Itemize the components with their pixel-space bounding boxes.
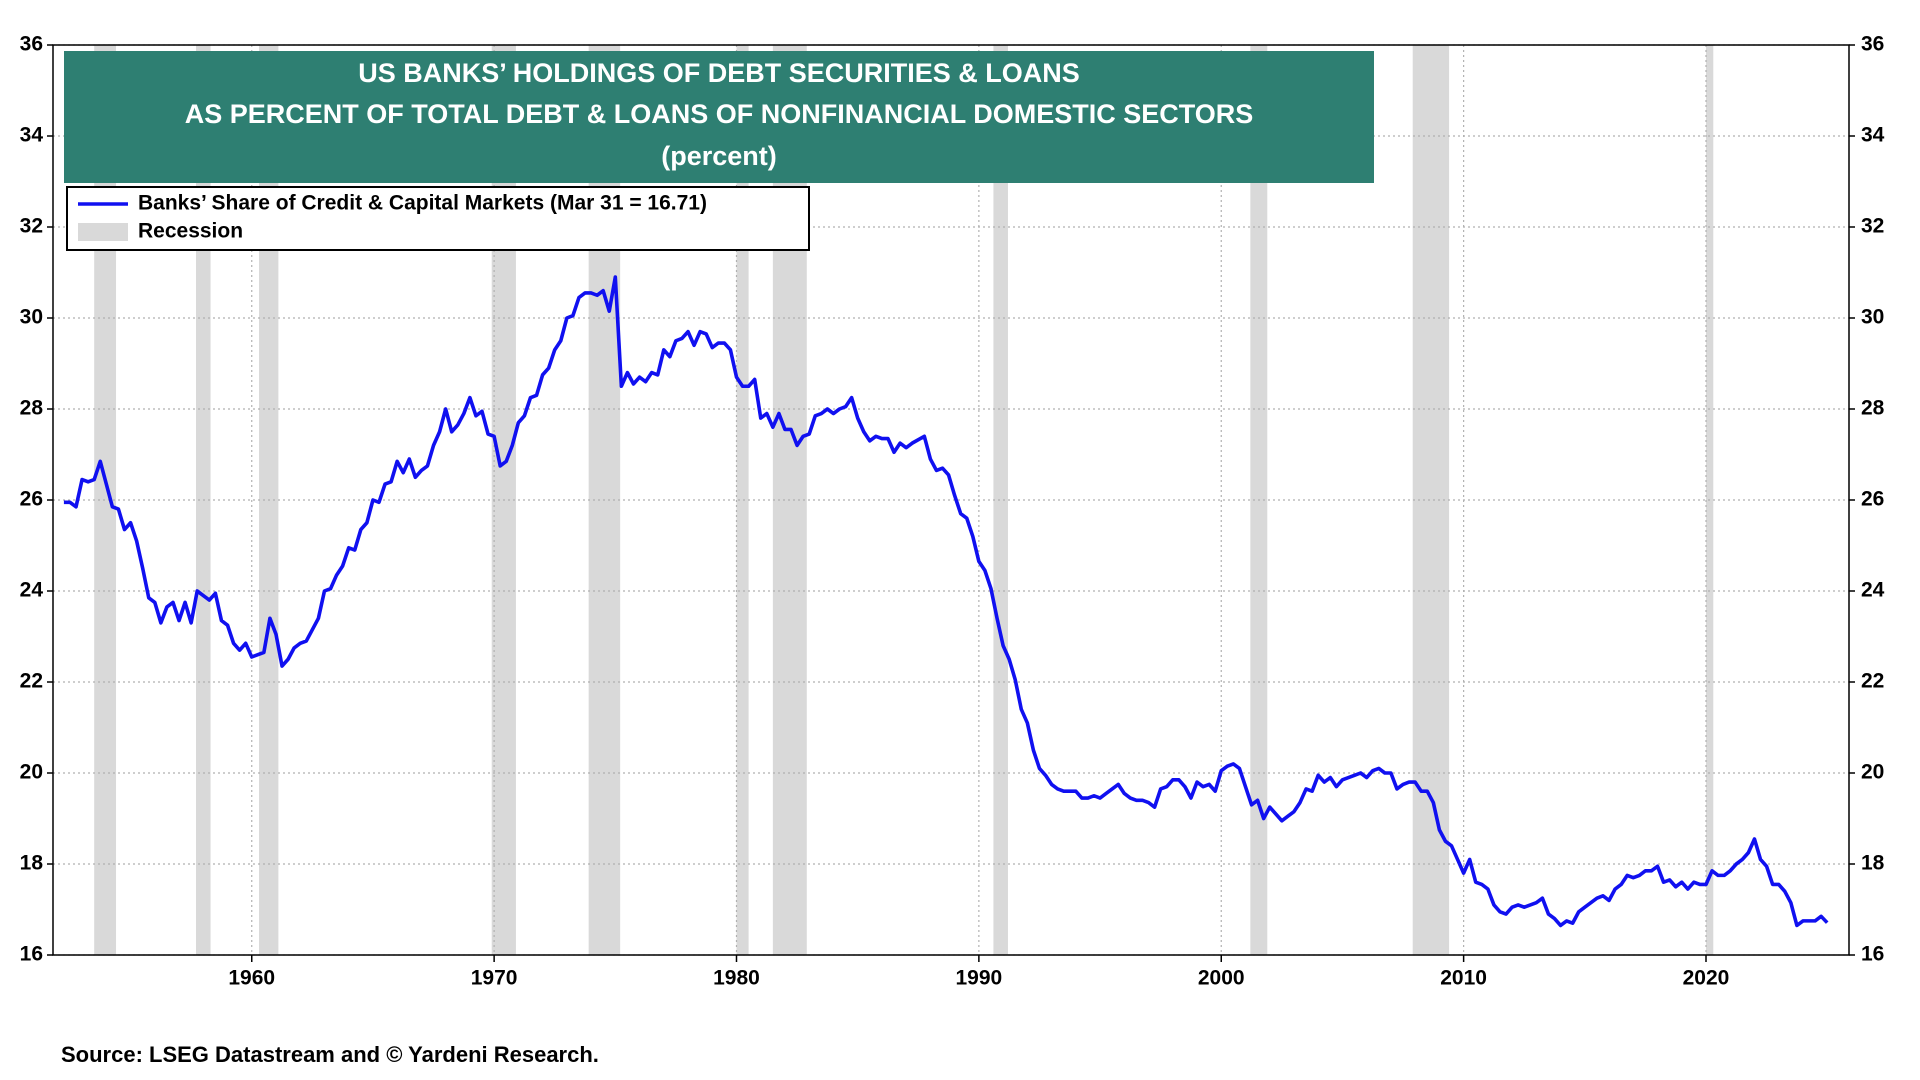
chart-subtitle: (percent) [661,141,777,171]
y-tick-label: 30 [20,306,43,329]
y2-tick-label: 36 [1861,33,1884,56]
source-note: Source: LSEG Datastream and © Yardeni Re… [61,1042,599,1067]
legend: Banks’ Share of Credit & Capital Markets… [66,186,810,251]
y2-tick-label: 16 [1861,943,1884,966]
y2-tick-label: 22 [1861,670,1884,693]
x-tick-label: 1960 [228,967,275,990]
y-tick-label: 24 [20,579,44,602]
title-box [64,51,1374,183]
x-tick-label: 2000 [1198,967,1245,990]
y2-tick-label: 24 [1861,579,1885,602]
chart-title: AS PERCENT OF TOTAL DEBT & LOANS OF NONF… [185,99,1254,129]
y-tick-label: 26 [20,488,43,511]
legend-swatch [78,223,128,241]
y-tick-label: 32 [20,215,43,238]
y-tick-label: 28 [20,397,44,420]
y-tick-label: 20 [20,761,43,784]
y2-tick-label: 18 [1861,852,1885,875]
recession-band [736,45,749,955]
axis-layer: 16 18 20 22 24 26 28 30 32 34 36 16 18 20 22 24 26 28 30 32… [20,33,1885,990]
y2-tick-label: 20 [1861,761,1884,784]
recession-band [993,45,1008,955]
chart-title: US BANKS’ HOLDINGS OF DEBT SECURITIES & … [358,58,1080,88]
y2-tick-label: 30 [1861,306,1884,329]
x-tick-label: 1990 [956,967,1003,990]
y-tick-label: 16 [20,943,43,966]
legend-box [66,186,810,251]
y2-tick-label: 26 [1861,488,1884,511]
x-tick-label: 2020 [1683,967,1730,990]
y-tick-label: 18 [20,852,44,875]
y2-tick-label: 28 [1861,397,1885,420]
recession-band [94,45,117,955]
y-tick-label: 22 [20,670,43,693]
y2-tick-label: 34 [1861,124,1885,147]
x-tick-label: 1970 [471,967,518,990]
line-layer [63,275,1829,928]
y-tick-label: 34 [20,124,44,147]
x-tick-label: 2010 [1440,967,1487,990]
legend-label: Banks’ Share of Credit & Capital Markets… [138,192,707,215]
y-tick-label: 36 [20,33,43,56]
y2-tick-label: 32 [1861,215,1884,238]
data-line [63,275,1829,928]
legend-label: Recession [138,220,243,243]
x-tick-label: 1980 [713,967,760,990]
